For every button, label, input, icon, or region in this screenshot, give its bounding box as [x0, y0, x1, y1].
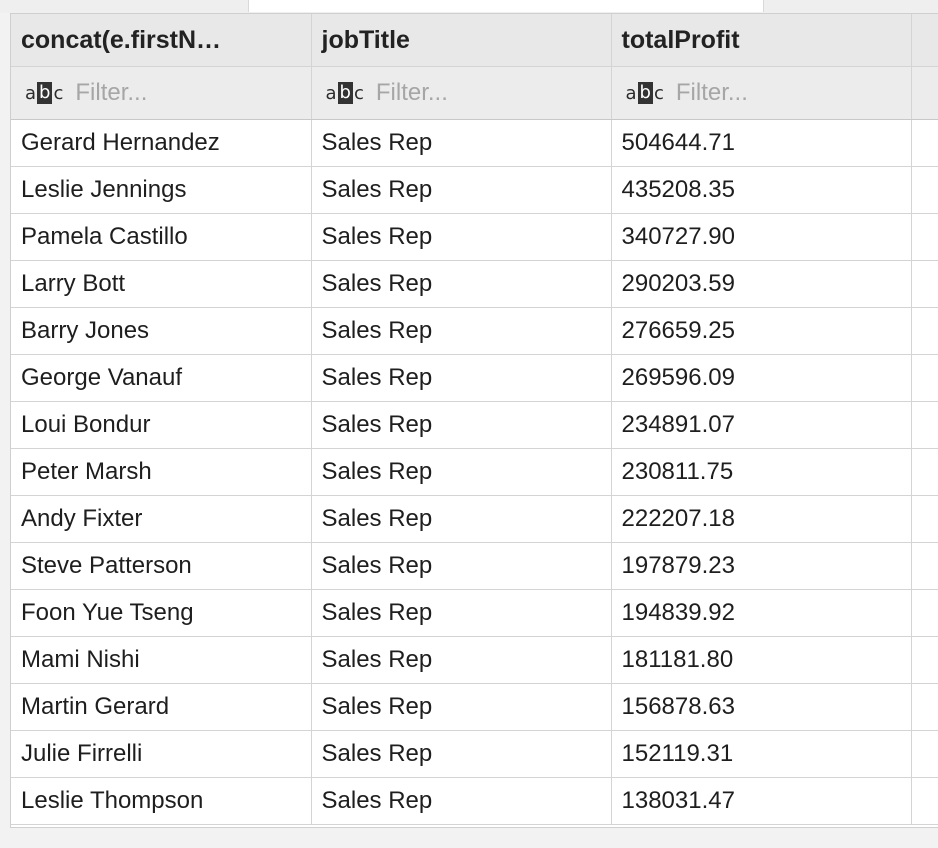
cell-name[interactable]: Julie Firrelli [11, 730, 312, 778]
cell-name[interactable]: Foon Yue Tseng [11, 589, 312, 637]
cell-totalprofit[interactable]: 181181.80 [611, 636, 912, 684]
cell-jobtitle[interactable]: Sales Rep [311, 401, 612, 449]
cell-totalprofit[interactable]: 152119.31 [611, 730, 912, 778]
filter-input-totalprofit[interactable] [675, 79, 896, 107]
cell-jobtitle[interactable]: Sales Rep [311, 730, 612, 778]
column-header-totalprofit[interactable]: totalProfit [611, 14, 912, 67]
cell-jobtitle[interactable]: Sales Rep [311, 448, 612, 496]
cell-spacer [911, 636, 938, 684]
cell-spacer [911, 354, 938, 402]
cell-name[interactable]: Peter Marsh [11, 448, 312, 496]
cell-spacer [911, 448, 938, 496]
cell-name[interactable]: George Vanauf [11, 354, 312, 402]
cell-jobtitle[interactable]: Sales Rep [311, 354, 612, 402]
filter-row: abc abc abc [11, 66, 938, 120]
column-header-spacer [911, 14, 938, 67]
table-row[interactable]: Gerard Hernandez Sales Rep 504644.71 [11, 119, 938, 167]
cell-name[interactable]: Leslie Thompson [11, 777, 312, 825]
cell-spacer [911, 166, 938, 214]
column-header-jobtitle[interactable]: jobTitle [311, 14, 612, 67]
cell-name[interactable]: Andy Fixter [11, 495, 312, 543]
cell-jobtitle[interactable]: Sales Rep [311, 683, 612, 731]
cell-jobtitle[interactable]: Sales Rep [311, 307, 612, 355]
cell-totalprofit[interactable]: 290203.59 [611, 260, 912, 308]
table-row[interactable]: Martin Gerard Sales Rep 156878.63 [11, 683, 938, 731]
cell-spacer [911, 730, 938, 778]
cell-name[interactable]: Leslie Jennings [11, 166, 312, 214]
table-row[interactable]: George Vanauf Sales Rep 269596.09 [11, 354, 938, 402]
cell-totalprofit[interactable]: 276659.25 [611, 307, 912, 355]
cell-jobtitle[interactable]: Sales Rep [311, 166, 612, 214]
cell-jobtitle[interactable]: Sales Rep [311, 777, 612, 825]
cell-name[interactable]: Pamela Castillo [11, 213, 312, 261]
cell-name[interactable]: Steve Patterson [11, 542, 312, 590]
cell-totalprofit[interactable]: 340727.90 [611, 213, 912, 261]
cell-totalprofit[interactable]: 269596.09 [611, 354, 912, 402]
table-row[interactable]: Barry Jones Sales Rep 276659.25 [11, 307, 938, 355]
filter-input-jobtitle[interactable] [375, 79, 596, 107]
filter-cell-spacer [911, 66, 938, 120]
cell-totalprofit[interactable]: 435208.35 [611, 166, 912, 214]
cell-totalprofit[interactable]: 156878.63 [611, 683, 912, 731]
cell-totalprofit[interactable]: 504644.71 [611, 119, 912, 167]
cell-name[interactable]: Larry Bott [11, 260, 312, 308]
results-tab[interactable] [248, 0, 764, 12]
table-row[interactable]: Andy Fixter Sales Rep 222207.18 [11, 495, 938, 543]
cell-jobtitle[interactable]: Sales Rep [311, 119, 612, 167]
table-row[interactable]: Foon Yue Tseng Sales Rep 194839.92 [11, 589, 938, 637]
cell-name[interactable]: Martin Gerard [11, 683, 312, 731]
column-header-name[interactable]: concat(e.firstN… [11, 14, 312, 67]
table-row[interactable]: Julie Firrelli Sales Rep 152119.31 [11, 730, 938, 778]
cell-jobtitle[interactable]: Sales Rep [311, 260, 612, 308]
table-row[interactable]: Loui Bondur Sales Rep 234891.07 [11, 401, 938, 449]
cell-jobtitle[interactable]: Sales Rep [311, 589, 612, 637]
column-header-row: concat(e.firstN… jobTitle totalProfit [11, 14, 938, 67]
cell-spacer [911, 307, 938, 355]
table-row[interactable]: Steve Patterson Sales Rep 197879.23 [11, 542, 938, 590]
cell-totalprofit[interactable]: 230811.75 [611, 448, 912, 496]
cell-spacer [911, 495, 938, 543]
top-strip [0, 0, 938, 13]
cell-jobtitle[interactable]: Sales Rep [311, 495, 612, 543]
cell-totalprofit[interactable]: 138031.47 [611, 777, 912, 825]
cell-name[interactable]: Loui Bondur [11, 401, 312, 449]
cell-name[interactable]: Barry Jones [11, 307, 312, 355]
cell-spacer [911, 589, 938, 637]
table-row[interactable]: Peter Marsh Sales Rep 230811.75 [11, 448, 938, 496]
cell-name[interactable]: Mami Nishi [11, 636, 312, 684]
cell-spacer [911, 401, 938, 449]
cell-totalprofit[interactable]: 197879.23 [611, 542, 912, 590]
cell-spacer [911, 777, 938, 825]
cell-totalprofit[interactable]: 194839.92 [611, 589, 912, 637]
table-row[interactable]: Leslie Jennings Sales Rep 435208.35 [11, 166, 938, 214]
cell-spacer [911, 260, 938, 308]
table-row[interactable]: Leslie Thompson Sales Rep 138031.47 [11, 777, 938, 825]
filter-input-name[interactable] [75, 79, 296, 107]
cell-name[interactable]: Gerard Hernandez [11, 119, 312, 167]
cell-jobtitle[interactable]: Sales Rep [311, 213, 612, 261]
table-row[interactable]: Pamela Castillo Sales Rep 340727.90 [11, 213, 938, 261]
cell-spacer [911, 119, 938, 167]
cell-spacer [911, 542, 938, 590]
cell-spacer [911, 683, 938, 731]
table-body: Gerard Hernandez Sales Rep 504644.71 Lesli… [11, 119, 938, 825]
cell-jobtitle[interactable]: Sales Rep [311, 542, 612, 590]
cell-totalprofit[interactable]: 222207.18 [611, 495, 912, 543]
cell-jobtitle[interactable]: Sales Rep [311, 636, 612, 684]
cell-spacer [911, 213, 938, 261]
cell-totalprofit[interactable]: 234891.07 [611, 401, 912, 449]
table-row[interactable]: Larry Bott Sales Rep 290203.59 [11, 260, 938, 308]
table-row[interactable]: Mami Nishi Sales Rep 181181.80 [11, 636, 938, 684]
